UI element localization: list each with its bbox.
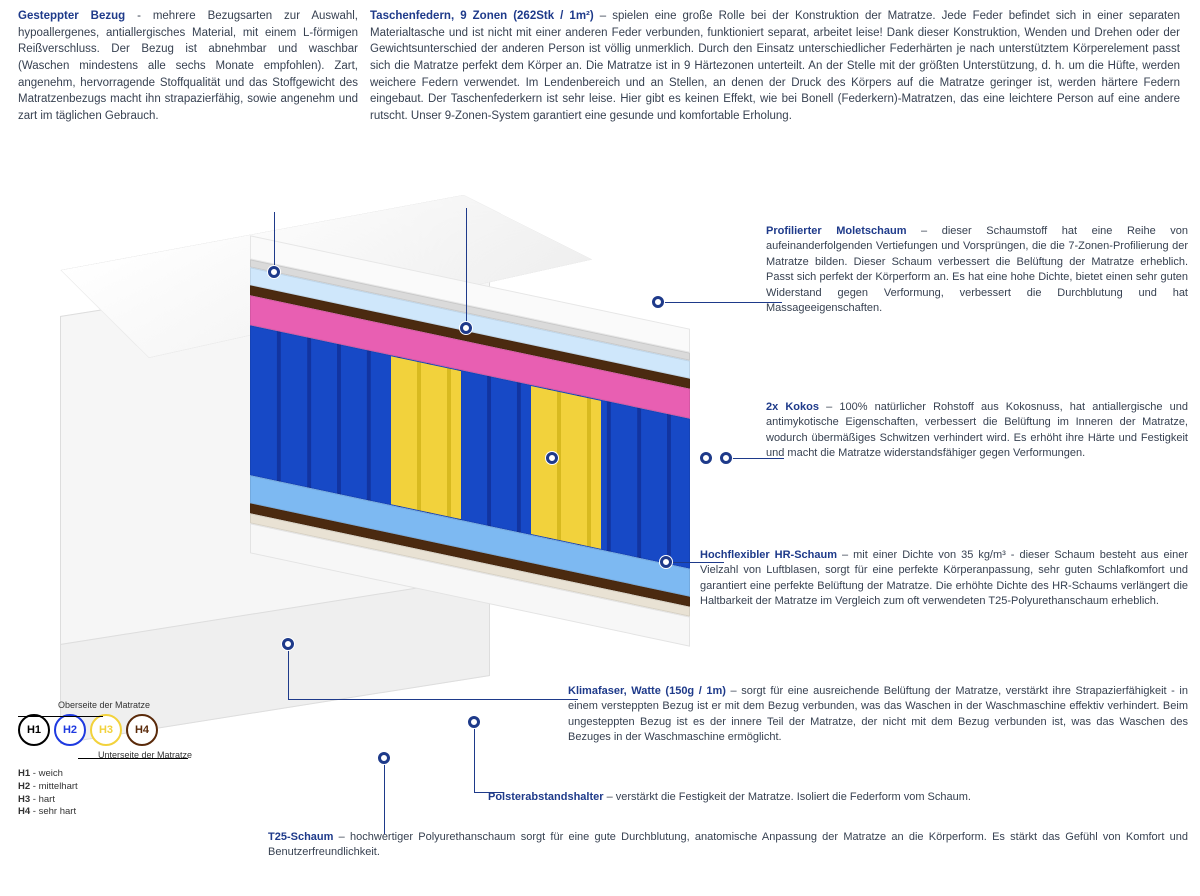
def-h1: H1 - weich	[18, 768, 248, 781]
kokos-title: 2x Kokos	[766, 401, 819, 413]
h3-code: H3	[99, 724, 113, 736]
kokos-body: – 100% natürlicher Rohstoff aus Kokosnus…	[766, 401, 1188, 459]
def-h3-code: H3	[18, 794, 30, 805]
polster-description: Polsterabstandshalter – verstärkt die Fe…	[488, 790, 1188, 805]
leader-dot-molet	[652, 296, 664, 308]
def-h2: H2 - mittelhart	[18, 781, 248, 794]
leader-line-polster-h	[474, 792, 504, 793]
leader-dot-kokos-a	[700, 452, 712, 464]
leader-line-klima-v	[288, 650, 289, 700]
springs-description: Taschenfedern, 9 Zonen (262Stk / 1m²) – …	[370, 8, 1188, 125]
springs-title: Taschenfedern, 9 Zonen (262Stk / 1m²)	[370, 10, 594, 22]
firmness-h2-icon: H2	[54, 714, 86, 746]
legend-definitions: H1 - weich H2 - mittelhart H3 - hart H4 …	[18, 768, 248, 819]
def-h4-code: H4	[18, 806, 30, 817]
molet-body: – dieser Schaumstoff hat eine Reihe von …	[766, 225, 1188, 314]
molet-title: Profilierter Moletschaum	[766, 225, 906, 237]
def-h2-label: mittelhart	[39, 781, 78, 792]
leader-dot-polster	[468, 716, 480, 728]
leader-dot-springs-2	[546, 452, 558, 464]
legend-top-label: Oberseite der Matratze	[58, 700, 248, 710]
cover-body: - mehrere Bezugsarten zur Auswahl, hypoa…	[18, 10, 358, 122]
mattress-shape	[20, 222, 720, 722]
leader-line-polster-v	[474, 728, 475, 792]
klimafaser-description: Klimafaser, Watte (150g / 1m) – sorgt fü…	[568, 684, 1188, 746]
def-h3-label: hart	[39, 794, 55, 805]
kokos-description: 2x Kokos – 100% natürlicher Rohstoff aus…	[766, 400, 1188, 462]
moletschaum-description: Profilierter Moletschaum – dieser Schaum…	[766, 224, 1188, 316]
polster-body: – verstärkt die Festigkeit der Matratze.…	[604, 791, 971, 803]
leader-line-springs-top	[466, 208, 467, 322]
h4-code: H4	[135, 724, 149, 736]
klima-title: Klimafaser, Watte (150g / 1m)	[568, 685, 726, 697]
t25-body: – hochwertiger Polyurethanschaum sorgt f…	[268, 831, 1188, 858]
t25-title: T25-Schaum	[268, 831, 333, 843]
def-h1-code: H1	[18, 768, 30, 779]
t25-description: T25-Schaum – hochwertiger Polyurethansch…	[268, 830, 1188, 861]
cover-title: Gesteppter Bezug	[18, 10, 125, 22]
h2-code: H2	[63, 724, 77, 736]
leader-dot-springs-top	[460, 322, 472, 334]
leader-line-cover	[274, 212, 275, 266]
leader-line-hr	[672, 562, 724, 563]
def-h1-label: weich	[39, 768, 63, 779]
def-h3: H3 - hart	[18, 794, 248, 807]
leader-dot-hr	[660, 556, 672, 568]
firmness-h1-icon: H1	[18, 714, 50, 746]
leader-dot-klima	[282, 638, 294, 650]
leader-dot-kokos-b	[720, 452, 732, 464]
hr-title: Hochflexibler HR-Schaum	[700, 549, 837, 561]
legend-line-top	[18, 716, 103, 717]
polster-title: Polsterabstandshalter	[488, 791, 604, 803]
def-h4: H4 - sehr hart	[18, 806, 248, 819]
springs-body: – spielen eine große Rolle bei der Konst…	[370, 10, 1180, 122]
legend-line-bottom	[78, 758, 188, 759]
def-h4-label: sehr hart	[39, 806, 77, 817]
firmness-legend: Oberseite der Matratze H1 H2 H3 H4 Unter…	[18, 700, 248, 819]
firmness-h4-icon: H4	[126, 714, 158, 746]
hr-foam-description: Hochflexibler HR-Schaum – mit einer Dich…	[700, 548, 1188, 610]
cover-description: Gesteppter Bezug - mehrere Bezugsarten z…	[18, 8, 358, 125]
firmness-h3-icon: H3	[90, 714, 122, 746]
leader-line-t25-v	[384, 764, 385, 834]
leader-line-molet	[664, 302, 782, 303]
leader-dot-cover	[268, 266, 280, 278]
legend-circles: H1 H2 H3 H4	[18, 714, 248, 746]
leader-line-klima-h	[288, 699, 578, 700]
top-text-row: Gesteppter Bezug - mehrere Bezugsarten z…	[0, 0, 1200, 129]
def-h2-code: H2	[18, 781, 30, 792]
leader-dot-t25	[378, 752, 390, 764]
h1-code: H1	[27, 724, 41, 736]
leader-line-kokos	[732, 458, 784, 459]
